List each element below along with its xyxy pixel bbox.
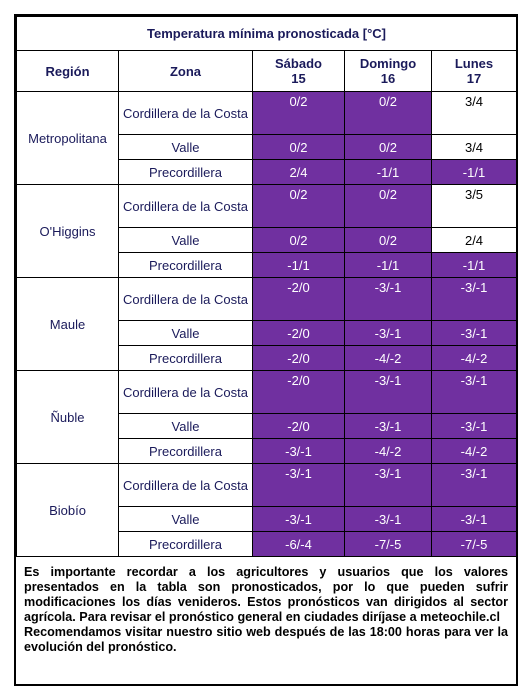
temp-value-cell: -3/-1 [344,320,432,346]
table-row: Valle 0/2 0/2 2/4 [17,227,518,253]
temp-value-cell: 2/4 [252,159,345,185]
table-row: Precordillera 2/4 -1/1 -1/1 [17,159,518,185]
day-name: Lunes [454,56,494,71]
table-row: Precordillera -1/1 -1/1 -1/1 [17,252,518,278]
temp-value-cell: -6/-4 [252,531,345,557]
table-row: Ñuble Cordillera de la Costa -2/0 -3/-1 -3/-… [16,370,518,464]
zone-name: Cordillera de la Costa [118,277,253,321]
temp-value-cell: -4/-2 [430,438,518,464]
header-region: Región [16,50,119,92]
temp-value-cell: 0/2 [252,184,345,228]
day-num: 16 [380,71,396,86]
zone-name: Cordillera de la Costa [118,184,253,228]
temp-value-cell: -1/1 [344,252,432,278]
temp-value-cell: -2/0 [252,345,345,371]
temp-value-cell: -4/-2 [344,345,432,371]
header-day-2: Domingo 16 [344,50,432,92]
temp-value-cell: 3/4 [430,91,518,135]
table-row: Precordillera -6/-4 -7/-5 -7/-5 [17,531,518,557]
temp-value-cell: -2/0 [252,277,345,321]
region-name: Biobío [16,463,119,557]
zone-name: Precordillera [118,438,253,464]
day-name: Domingo [359,56,417,71]
footer-note: Es importante recordar a los agricultore… [16,561,516,655]
region-name: Metropolitana [16,91,119,185]
temp-value-cell: 0/2 [252,134,345,160]
temp-value-cell: -3/-1 [344,463,432,507]
forecast-body: Metropolitana Cordillera de la Costa 0/2 0/… [16,91,518,557]
temp-value-cell: -4/-2 [430,345,518,371]
temp-value-cell: -3/-1 [344,277,432,321]
temp-value-cell: -3/-1 [252,506,345,532]
zone-name: Valle [118,506,253,532]
temp-value-cell: -1/1 [430,252,518,278]
temp-value-cell: -1/1 [430,159,518,185]
temp-value-cell: -2/0 [252,320,345,346]
temp-value-cell: -2/0 [252,413,345,439]
temp-value-cell: -3/-1 [252,463,345,507]
temp-value-cell: -3/-1 [430,413,518,439]
zone-name: Cordillera de la Costa [118,91,253,135]
temp-value-cell: 3/4 [430,134,518,160]
table-row: Metropolitana Cordillera de la Costa 0/2 0/… [16,91,518,185]
temp-value-cell: -3/-1 [344,413,432,439]
temp-value-cell: -3/-1 [430,506,518,532]
temp-value-cell: -3/-1 [430,463,518,507]
note-paragraph-2: Recomendamos visitar nuestro sitio web d… [24,625,508,654]
temp-value-cell: 0/2 [344,184,432,228]
forecast-table: Temperatura mínima pronosticada [°C] Reg… [15,16,518,557]
table-row: Precordillera -3/-1 -4/-2 -4/-2 [17,438,518,464]
day-num: 17 [466,71,482,86]
temp-value-cell: -7/-5 [344,531,432,557]
temp-value-cell: 0/2 [344,91,432,135]
zone-name: Valle [118,413,253,439]
zone-name: Cordillera de la Costa [118,463,253,507]
temp-value-cell: -1/1 [252,252,345,278]
temp-value-cell: -2/0 [252,370,345,414]
zone-name: Cordillera de la Costa [118,370,253,414]
temp-value-cell: 3/5 [430,184,518,228]
note-paragraph-1: Es importante recordar a los agricultore… [24,565,508,624]
zone-name: Precordillera [118,252,253,278]
temp-value-cell: -7/-5 [430,531,518,557]
temp-value-cell: -4/-2 [344,438,432,464]
temp-value-cell: 0/2 [252,227,345,253]
table-row: Valle -2/0 -3/-1 -3/-1 [17,320,518,346]
zone-name: Precordillera [118,159,253,185]
forecast-frame: Temperatura mínima pronosticada [°C] Reg… [14,14,518,686]
header-zona: Zona [118,50,253,92]
day-name: Sábado [275,56,322,71]
zone-name: Valle [118,227,253,253]
temp-value-cell: -3/-1 [344,370,432,414]
zone-name: Precordillera [118,531,253,557]
region-name: Maule [16,277,119,371]
header-day-3: Lunes 17 [430,50,518,92]
table-row: Biobío Cordillera de la Costa -3/-1 -3/-1 -3… [16,463,518,557]
temp-value-cell: -3/-1 [344,506,432,532]
temp-value-cell: 0/2 [252,91,345,135]
table-row: Precordillera -2/0 -4/-2 -4/-2 [17,345,518,371]
temp-value-cell: 0/2 [344,227,432,253]
header-day-1: Sábado 15 [252,50,345,92]
temp-value-cell: 2/4 [430,227,518,253]
temp-value-cell: -3/-1 [252,438,345,464]
temp-value-cell: 0/2 [344,134,432,160]
region-name: Ñuble [16,370,119,464]
table-row: Valle -3/-1 -3/-1 -3/-1 [17,506,518,532]
temp-value-cell: -3/-1 [430,320,518,346]
zone-name: Valle [118,134,253,160]
zone-name: Valle [118,320,253,346]
table-row: Maule Cordillera de la Costa -2/0 -3/-1 -3/-… [16,277,518,371]
table-title: Temperatura mínima pronosticada [°C] [15,16,518,51]
temp-value-cell: -3/-1 [430,277,518,321]
region-name: O'Higgins [16,184,119,278]
temp-value-cell: -3/-1 [430,370,518,414]
table-row: Valle 0/2 0/2 3/4 [17,134,518,160]
table-row: O'Higgins Cordillera de la Costa 0/2 0/2 3/5 [16,184,518,278]
zone-name: Precordillera [118,345,253,371]
day-num: 15 [291,71,306,86]
temp-value-cell: -1/1 [344,159,432,185]
